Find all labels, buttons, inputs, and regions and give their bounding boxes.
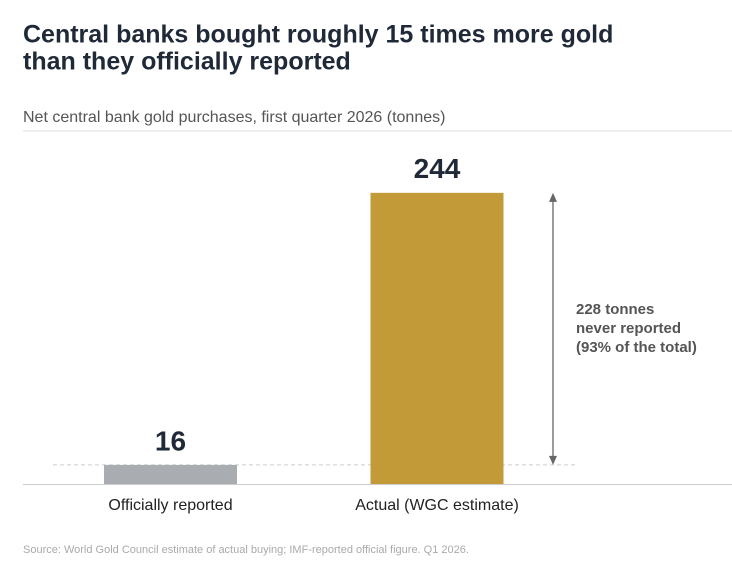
annotation: never reported	[576, 320, 681, 337]
x-tick-label: Actual (WGC estimate)	[355, 497, 519, 514]
value-label: 16	[155, 425, 186, 456]
bar	[370, 192, 504, 484]
arrow-head	[549, 455, 557, 465]
bar	[104, 464, 237, 484]
value-label: 244	[414, 153, 461, 184]
arrow-head	[549, 192, 557, 202]
chart-subtitle: Net central bank gold purchases, first q…	[23, 109, 445, 126]
x-tick-label: Officially reported	[108, 497, 232, 514]
source-note: Source: World Gold Council estimate of a…	[23, 544, 469, 556]
annotation: (93% of the total)	[576, 339, 697, 356]
chart-title: Central banks bought roughly 15 times mo…	[23, 21, 613, 49]
chart-title: than they officially reported	[23, 48, 351, 76]
annotation: 228 tonnes	[576, 301, 654, 318]
